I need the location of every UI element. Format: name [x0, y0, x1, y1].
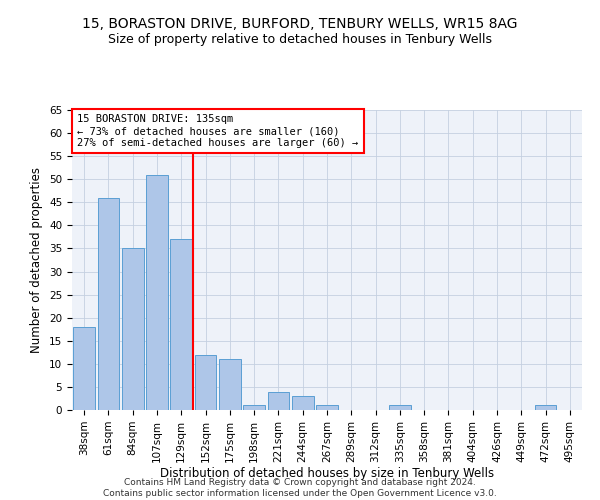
Bar	[292, 396, 314, 410]
Bar	[122, 248, 143, 410]
Text: Contains HM Land Registry data © Crown copyright and database right 2024.
Contai: Contains HM Land Registry data © Crown c…	[103, 478, 497, 498]
Bar	[268, 392, 289, 410]
Bar	[146, 174, 168, 410]
Bar	[97, 198, 119, 410]
X-axis label: Distribution of detached houses by size in Tenbury Wells: Distribution of detached houses by size …	[160, 468, 494, 480]
Y-axis label: Number of detached properties: Number of detached properties	[31, 167, 43, 353]
Text: Size of property relative to detached houses in Tenbury Wells: Size of property relative to detached ho…	[108, 32, 492, 46]
Bar	[73, 327, 95, 410]
Bar	[316, 406, 338, 410]
Bar	[219, 359, 241, 410]
Text: 15, BORASTON DRIVE, BURFORD, TENBURY WELLS, WR15 8AG: 15, BORASTON DRIVE, BURFORD, TENBURY WEL…	[82, 18, 518, 32]
Bar	[535, 406, 556, 410]
Text: 15 BORASTON DRIVE: 135sqm
← 73% of detached houses are smaller (160)
27% of semi: 15 BORASTON DRIVE: 135sqm ← 73% of detac…	[77, 114, 358, 148]
Bar	[170, 239, 192, 410]
Bar	[243, 406, 265, 410]
Bar	[194, 354, 217, 410]
Bar	[389, 406, 411, 410]
